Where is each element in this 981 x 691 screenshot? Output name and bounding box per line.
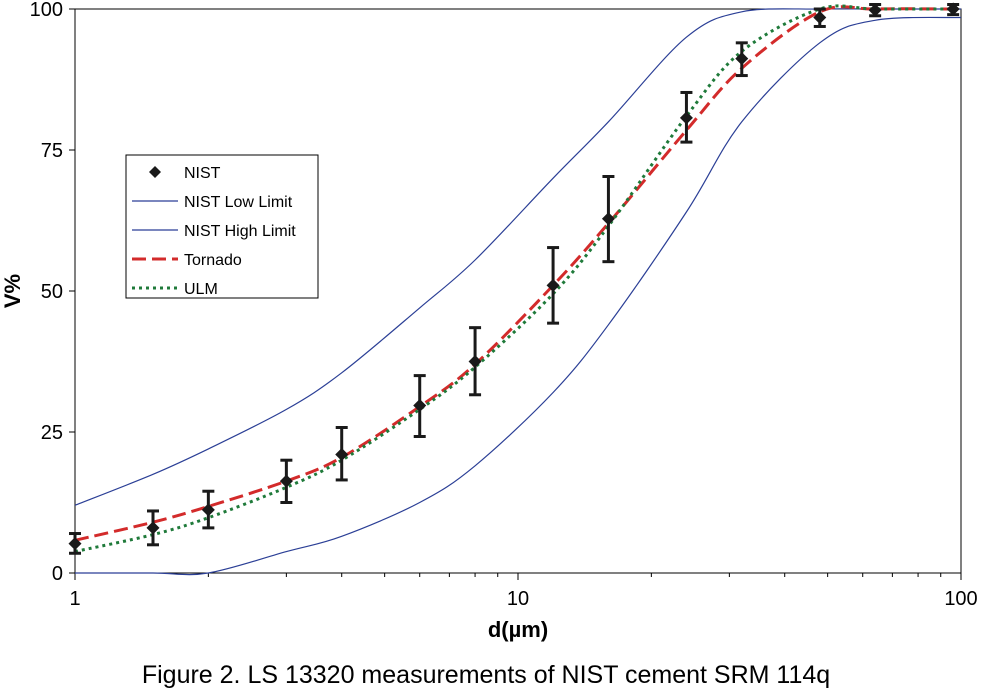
series-line-ulm	[74, 4, 954, 554]
x-axis-title: d(µm)	[488, 617, 548, 642]
legend: NIST NIST Low Limit NIST High Limit Tornado…	[125, 154, 319, 299]
marks-layer	[68, 2, 960, 555]
diamond-marker	[735, 52, 749, 66]
diamond-marker	[279, 474, 293, 488]
y-tick-label: 100	[30, 0, 63, 21]
nist-point	[735, 41, 749, 78]
nist-point	[468, 326, 482, 397]
x-tick-label: 1	[69, 588, 80, 610]
x-tick-label: 100	[944, 588, 977, 610]
nist-point	[68, 532, 82, 555]
figure-caption: Figure 2. LS 13320 measurements of NIST …	[142, 661, 830, 689]
diamond-marker	[413, 398, 427, 412]
y-tick-label: 0	[52, 563, 63, 585]
y-tick-label: 25	[41, 422, 63, 444]
legend-item: Tornado	[132, 252, 242, 269]
legend-label: NIST Low Limit	[184, 194, 293, 211]
series-line-nist-high-limit	[74, 8, 961, 506]
diamond-marker	[813, 10, 827, 24]
nist-point	[813, 7, 827, 28]
y-axis-title: V%	[0, 274, 25, 308]
nist-point	[201, 489, 215, 530]
legend-box	[125, 154, 319, 299]
nist-point	[946, 2, 960, 17]
legend-item: NIST Low Limit	[132, 194, 293, 211]
legend-label: ULM	[184, 281, 218, 298]
legend-item: ULM	[132, 281, 218, 298]
nist-point	[146, 509, 160, 547]
diamond-marker	[146, 521, 160, 535]
legend-item: NIST High Limit	[132, 223, 296, 240]
diamond-marker	[546, 278, 560, 292]
diamond-marker	[335, 448, 349, 462]
nist-point	[679, 90, 693, 144]
legend-item: NIST	[149, 165, 221, 182]
diamond-marker	[468, 355, 482, 368]
legend-swatch	[149, 166, 161, 178]
legend-label: Tornado	[184, 252, 242, 269]
series-line-nist-low-limit	[74, 16, 962, 576]
diamond-marker	[68, 537, 82, 551]
axes: 0 25 50 75 100 1 10 100	[30, 0, 978, 610]
series-layer	[74, 4, 962, 576]
diamond-marker	[946, 2, 960, 16]
nist-point	[868, 2, 882, 18]
y-tick-label: 50	[41, 281, 63, 303]
nist-point	[335, 425, 349, 482]
nist-point	[601, 175, 615, 264]
nist-point	[279, 458, 293, 504]
y-tick-label: 75	[41, 140, 63, 162]
diamond-marker	[679, 111, 693, 125]
legend-label: NIST High Limit	[184, 223, 296, 240]
diamond-marker	[601, 212, 615, 226]
series-line-tornado	[74, 5, 954, 542]
nist-point	[546, 246, 560, 325]
nist-point	[413, 374, 427, 439]
x-tick-label: 10	[507, 588, 529, 610]
diamond-marker	[201, 503, 215, 517]
diamond-marker	[868, 3, 882, 17]
legend-label: NIST	[184, 165, 221, 182]
legend-items: NIST NIST Low Limit NIST High Limit Tornado…	[132, 165, 296, 298]
